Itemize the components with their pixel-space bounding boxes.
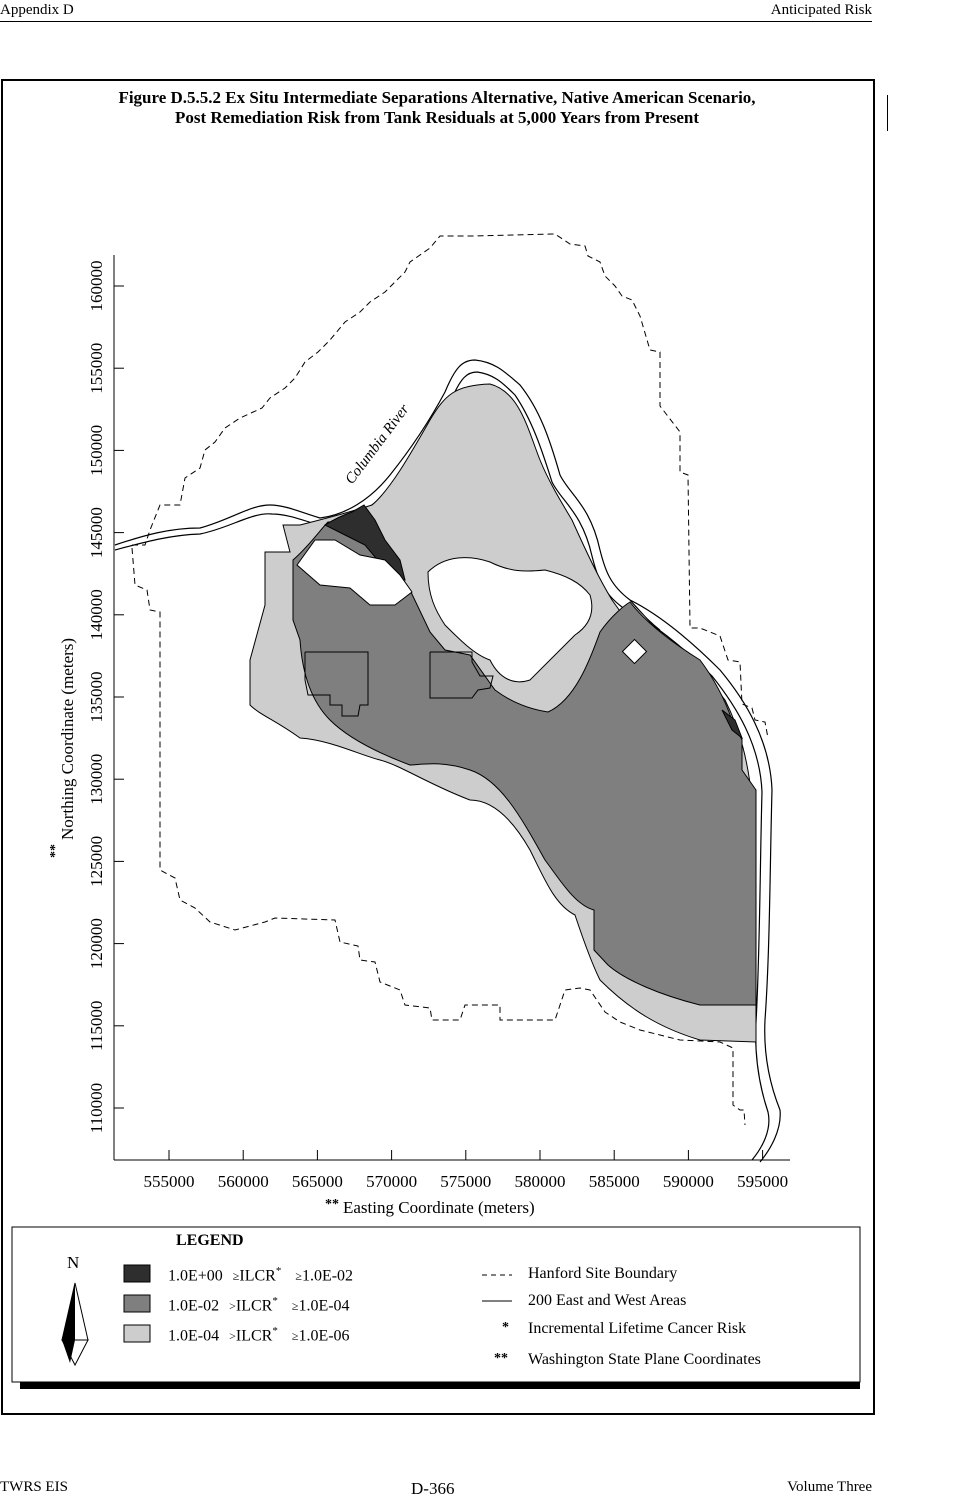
legend-star-symbol: *	[502, 1320, 509, 1335]
risk-zone-medium	[292, 521, 757, 1006]
footer-page-number: D-366	[411, 1479, 455, 1498]
header-rule	[0, 21, 872, 22]
legend-class-2-op1: >	[229, 1299, 236, 1314]
legend-box	[11, 1226, 861, 1383]
north-symbol: N	[67, 1253, 79, 1272]
x-axis-ticks: 555000 560000 565000 570000 575000 580000 5850…	[144, 1150, 788, 1191]
y-tick-label: 120000	[87, 918, 106, 969]
x-tick-label: 555000	[144, 1172, 195, 1191]
x-tick-label: 575000	[440, 1172, 491, 1191]
legend-double-star-symbol: **	[494, 1351, 508, 1366]
legend-class-1-lower: 1.0E-02	[301, 1267, 354, 1285]
y-tick-label: 155000	[87, 343, 106, 394]
columbia-river-bank	[114, 371, 770, 1161]
legend-class-2-label: ILCR	[235, 1297, 273, 1315]
legend-class-1-op1: ≥	[232, 1269, 240, 1284]
legend-item-site-boundary: Hanford Site Boundary	[528, 1265, 678, 1282]
figure-title-line1: Figure D.5.5.2 Ex Situ Intermediate Sepa…	[118, 88, 756, 107]
x-tick-label: 590000	[663, 1172, 714, 1191]
y-tick-label: 150000	[87, 425, 106, 476]
footer-left: TWRS EIS	[0, 1479, 68, 1495]
legend-title: LEGEND	[176, 1232, 244, 1249]
figure-title-line2: Post Remediation Risk from Tank Residual…	[174, 108, 699, 127]
legend-class-2: 1.0E-02 >ILCR* ≥1.0E-04	[168, 1295, 350, 1315]
legend-class-2-op2: ≥	[291, 1299, 299, 1314]
legend-class-3-upper: 1.0E-04	[168, 1327, 220, 1345]
y-tick-label: 160000	[87, 261, 106, 312]
legend-class-3-star: *	[272, 1325, 278, 1337]
x-tick-label: 585000	[589, 1172, 640, 1191]
unmodeled-area-central	[427, 557, 593, 683]
x-tick-label: 570000	[366, 1172, 417, 1191]
legend-class-3-label: ILCR	[235, 1327, 273, 1345]
200-west-area	[304, 651, 369, 717]
y-tick-label: 135000	[87, 672, 106, 723]
figure-frame	[1, 79, 875, 1415]
legend-item-ilcr: Incremental Lifetime Cancer Risk	[528, 1320, 747, 1337]
risk-zone-dark-east	[629, 599, 661, 631]
legend-class-3-lower: 1.0E-06	[298, 1327, 350, 1345]
200-east-area	[429, 651, 494, 699]
x-axis-label-prefix: **	[325, 1197, 339, 1212]
legend-class-2-upper: 1.0E-02	[168, 1297, 220, 1315]
y-tick-label: 125000	[87, 836, 106, 887]
legend-class-3-op1: >	[229, 1329, 236, 1344]
figure-title: Figure D.5.5.2 Ex Situ Intermediate Sepa…	[2, 88, 872, 128]
unmodeled-area-northwest	[296, 539, 413, 606]
x-tick-label: 580000	[515, 1172, 566, 1191]
legend-class-2-lower: 1.0E-04	[298, 1297, 350, 1315]
risk-zone-dark-se	[721, 709, 744, 740]
hanford-site-boundary-sw	[131, 547, 746, 1126]
y-tick-label: 145000	[87, 507, 106, 558]
y-tick-label: 115000	[87, 1001, 106, 1051]
legend-class-1-upper: 1.0E+00	[168, 1267, 223, 1285]
legend-class-1-label: ILCR	[239, 1267, 276, 1285]
footer-right: Volume Three	[787, 1479, 872, 1495]
y-axis-label: Northing Coordinate (meters)	[58, 638, 77, 840]
legend-item-coordinates: Washington State Plane Coordinates	[528, 1351, 761, 1368]
change-bar	[887, 95, 888, 131]
legend-swatch-light	[123, 1324, 151, 1343]
y-tick-label: 110000	[87, 1083, 106, 1133]
y-axis-ticks: 110000 115000 120000 125000 130000 135000 1400…	[87, 261, 124, 1133]
y-tick-label: 130000	[87, 754, 106, 805]
y-axis-label-prefix: **	[48, 844, 63, 858]
north-arrow-icon	[61, 1282, 89, 1367]
header-left: Appendix D	[0, 2, 74, 18]
legend-class-2-star: *	[272, 1295, 278, 1307]
legend-swatch-dark	[123, 1264, 151, 1283]
y-tick-label: 140000	[87, 589, 106, 640]
x-axis-label: Easting Coordinate (meters)	[343, 1198, 535, 1217]
legend-item-200-areas: 200 East and West Areas	[528, 1292, 687, 1309]
legend-class-1: 1.0E+00 ≥ILCR* ≥1.0E-02	[168, 1265, 353, 1285]
legend-class-1-op2: ≥	[295, 1269, 302, 1284]
legend-swatch-medium	[123, 1294, 151, 1313]
x-tick-label: 565000	[292, 1172, 343, 1191]
columbia-river	[114, 359, 781, 1163]
legend-class-3: 1.0E-04 >ILCR* ≥1.0E-06	[168, 1325, 350, 1345]
legend-class-1-star: *	[275, 1265, 282, 1277]
legend-class-3-op2: ≥	[291, 1329, 299, 1344]
header-right: Anticipated Risk	[770, 2, 872, 18]
x-tick-label: 560000	[218, 1172, 269, 1191]
x-tick-label: 595000	[737, 1172, 788, 1191]
unmodeled-area-diamond	[621, 638, 648, 665]
